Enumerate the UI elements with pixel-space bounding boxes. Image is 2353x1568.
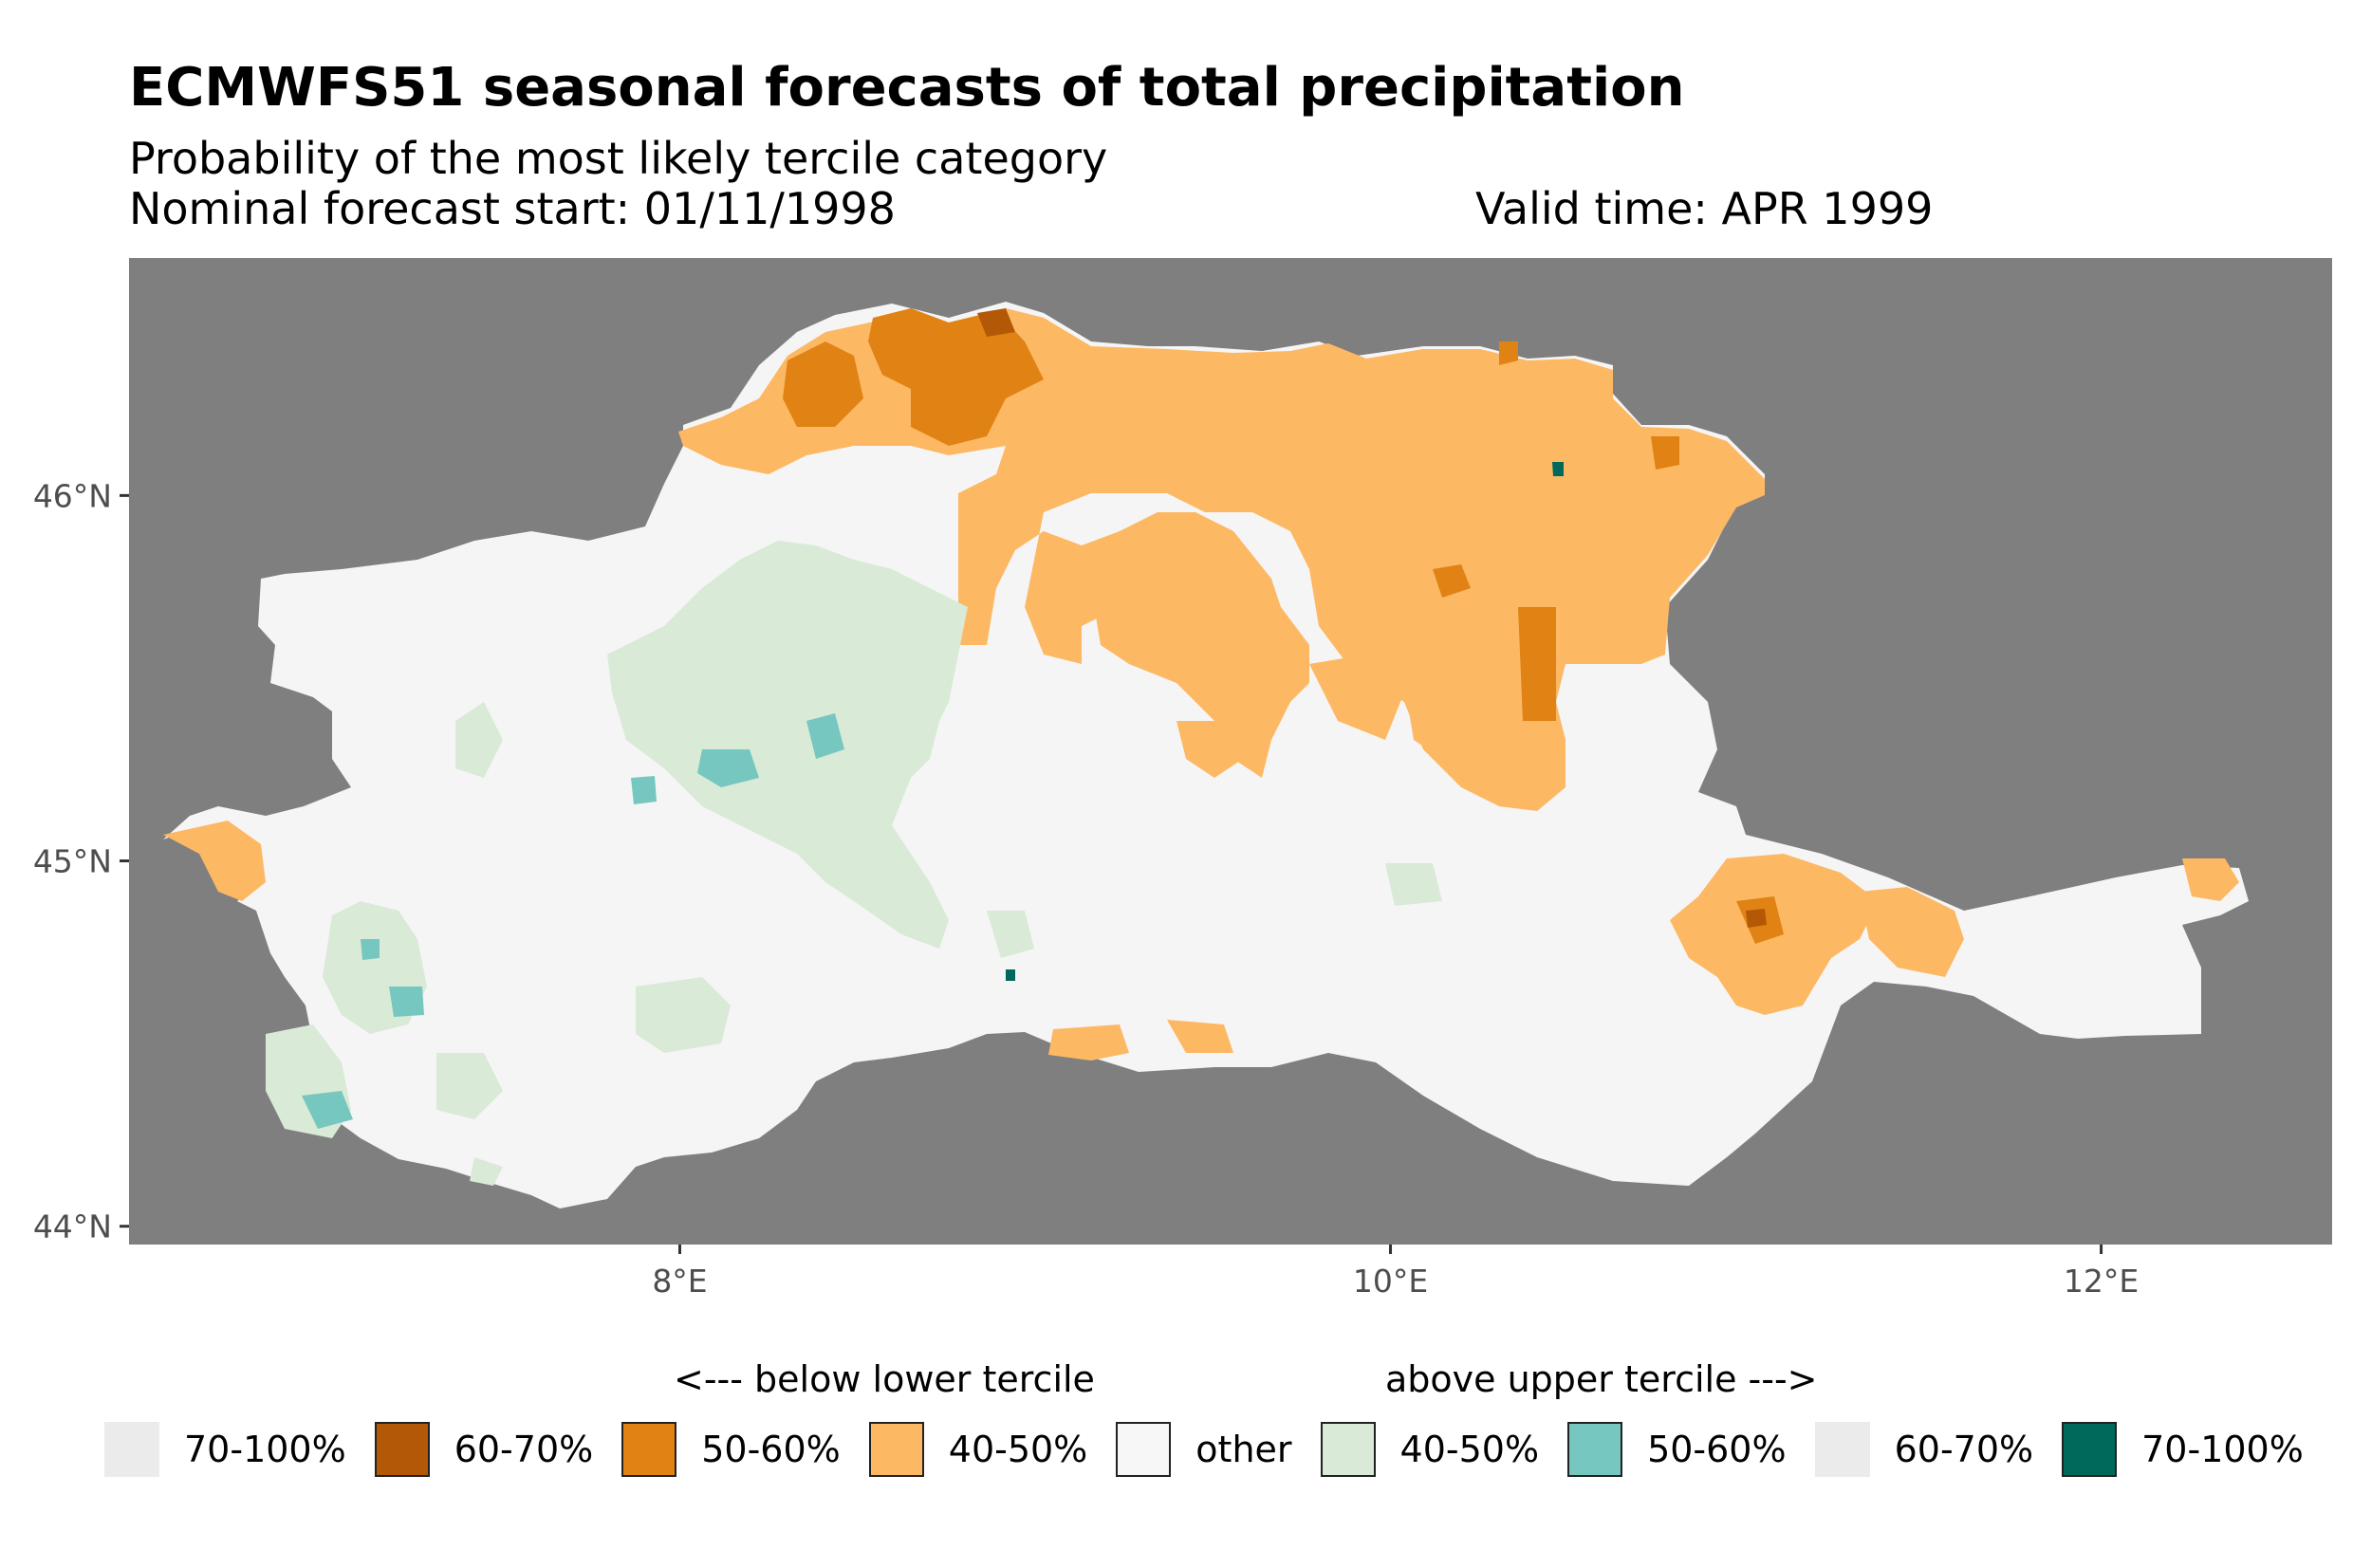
lat-tick-label: 46°N — [33, 477, 112, 514]
forecast-patch — [868, 308, 1044, 446]
lon-tick-label: 8°E — [652, 1263, 707, 1300]
forecast-patch — [1433, 564, 1471, 598]
legend-swatch — [621, 1422, 677, 1477]
forecast-patch — [389, 987, 424, 1017]
legend-label: 40-50% — [948, 1429, 1088, 1470]
forecast-patch — [1404, 683, 1480, 759]
forecast-patch — [783, 341, 863, 427]
forecast-patch — [1651, 436, 1679, 470]
legend-swatch — [868, 1422, 924, 1477]
forecast-patch — [806, 713, 844, 759]
chart-title: ECMWFS51 seasonal forecasts of total pre… — [129, 57, 1685, 119]
legend-label: 50-60% — [1647, 1429, 1787, 1470]
legend-swatch — [2062, 1422, 2118, 1477]
legend: 70-100% 60-70% 50-60% 40-50% other 40-50% 50-6… — [104, 1419, 2332, 1480]
forecast-patch — [361, 939, 380, 960]
forecast-patch — [631, 776, 657, 804]
legend-item: 50-60% — [621, 1422, 841, 1477]
forecast-patch — [302, 1091, 353, 1129]
forecast-patch — [1552, 462, 1564, 476]
legend-swatch — [1567, 1422, 1623, 1477]
legend-label: 40-50% — [1399, 1429, 1540, 1470]
forecast-patch — [987, 911, 1034, 958]
legend-swatch — [104, 1422, 159, 1477]
forecast-patch — [1176, 721, 1243, 778]
legend-swatch — [1116, 1422, 1172, 1477]
legend-above-header: above upper tercile ---> — [1385, 1358, 1818, 1400]
legend-swatch — [1814, 1422, 1870, 1477]
forecast-patch — [1048, 1024, 1129, 1061]
legend-item: 50-60% — [1567, 1422, 1787, 1477]
legend-label: 70-100% — [184, 1429, 346, 1470]
legend-label: 50-60% — [701, 1429, 841, 1470]
forecast-patch — [436, 1053, 503, 1119]
forecast-patch — [636, 977, 731, 1053]
forecast-patch — [1385, 863, 1442, 906]
forecast-patch — [1167, 1020, 1233, 1053]
forecast-patch — [163, 821, 266, 901]
legend-item: other — [1116, 1422, 1292, 1477]
legend-item: 70-100% — [2062, 1422, 2304, 1477]
forecast-patch — [697, 749, 759, 787]
forecast-patch — [977, 308, 1015, 337]
legend-below-header: <--- below lower tercile — [674, 1358, 1095, 1400]
legend-item: 40-50% — [1320, 1422, 1540, 1477]
valid-time-label: Valid time: APR 1999 — [1475, 183, 1934, 234]
lon-tick-label: 12°E — [2064, 1263, 2139, 1300]
legend-swatch — [374, 1422, 430, 1477]
legend-item: 60-70% — [1814, 1422, 2034, 1477]
legend-item: 60-70% — [374, 1422, 594, 1477]
legend-label: 60-70% — [454, 1429, 594, 1470]
forecast-patch — [607, 541, 968, 949]
lat-tick-label: 45°N — [33, 843, 112, 880]
forecast-patch — [1499, 341, 1518, 365]
legend-item: 40-50% — [868, 1422, 1088, 1477]
legend-label: other — [1195, 1429, 1292, 1470]
forecast-patch — [455, 702, 503, 778]
forecast-patch — [1309, 655, 1404, 740]
forecast-start-label: Nominal forecast start: 01/11/1998 — [129, 183, 896, 234]
legend-label: 60-70% — [1894, 1429, 2034, 1470]
chart-subtitle: Probability of the most likely tercile c… — [129, 133, 1108, 184]
legend-label: 70-100% — [2141, 1429, 2304, 1470]
forecast-patch — [1746, 909, 1767, 928]
legend-item: 70-100% — [104, 1422, 346, 1477]
forecast-patch — [1518, 607, 1556, 721]
forecast-patch — [2182, 858, 2239, 901]
forecast-patch — [1091, 588, 1205, 683]
lon-tick-label: 10°E — [1353, 1263, 1428, 1300]
forecast-patch — [1006, 969, 1015, 981]
lat-tick-label: 44°N — [33, 1208, 112, 1245]
forecast-patch — [1860, 887, 1964, 977]
legend-swatch — [1320, 1422, 1376, 1477]
forecast-patch — [470, 1157, 503, 1186]
